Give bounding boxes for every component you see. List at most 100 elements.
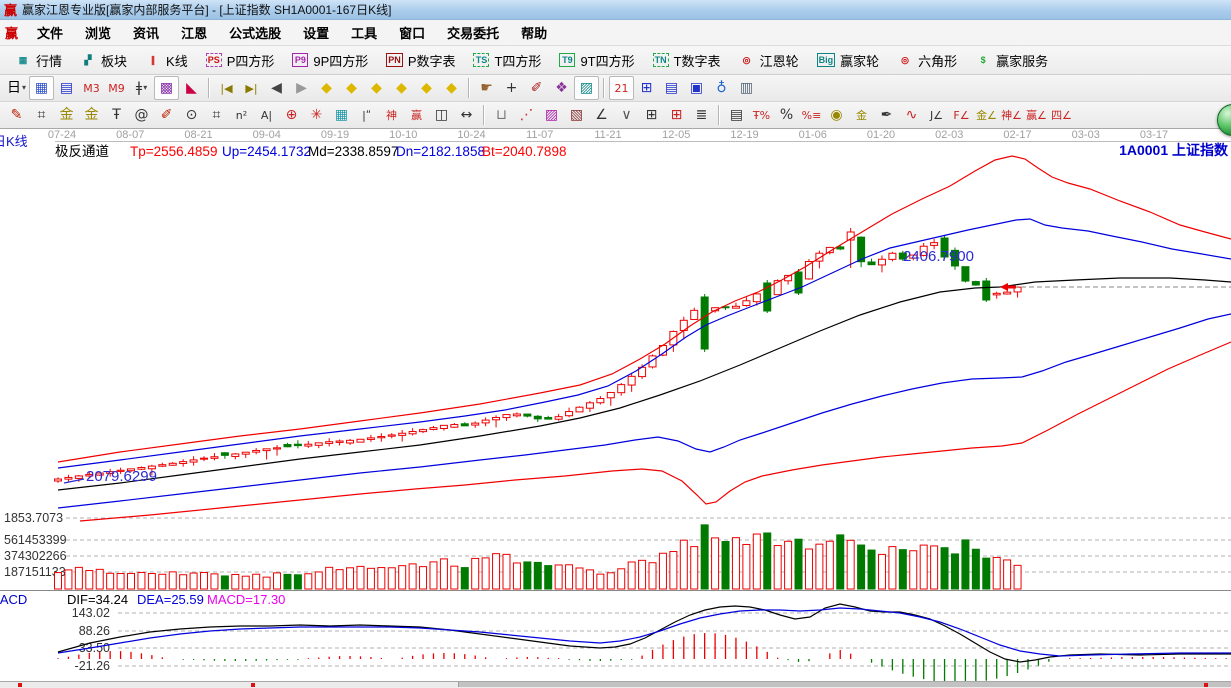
hash2-icon[interactable]: ⌗ — [212, 107, 221, 123]
menu-item-设置[interactable]: 设置 — [303, 26, 330, 41]
expand-diamond-icon[interactable]: ◆ — [371, 80, 382, 96]
menu-item-交易委托[interactable]: 交易委托 — [447, 26, 500, 41]
calculator-icon[interactable]: ⊞ — [640, 80, 653, 96]
quotes-button[interactable]: ▦ 行情 — [6, 49, 71, 72]
hand-tool-icon[interactable]: ☛ — [480, 80, 493, 96]
info-list-icon[interactable]: ▤ — [59, 80, 74, 96]
winner-wheel-button[interactable]: Big 赢家轮 — [808, 49, 889, 72]
prev-bar-icon[interactable]: ◀ — [271, 80, 282, 96]
percent-t-icon[interactable]: Ŧ% — [752, 108, 771, 122]
pen-red-icon[interactable]: ✐ — [160, 107, 173, 123]
zoom-right-diamond-icon[interactable]: ◆ — [346, 80, 357, 96]
menu-item-帮助[interactable]: 帮助 — [521, 26, 548, 41]
shen-tool-icon[interactable]: 神 — [386, 108, 397, 122]
gold-circle-icon[interactable]: ◉ — [830, 107, 843, 123]
9t-square-button[interactable]: T9 9T四方形 — [550, 49, 643, 72]
target-diamond-icon[interactable]: ◆ — [446, 80, 457, 96]
fan-shaded-icon[interactable]: ▨ — [544, 107, 559, 123]
channel-legend-Bt: Bt=2040.7898 — [482, 144, 566, 159]
gold-square-icon[interactable]: 金 — [59, 107, 74, 123]
volume-bar — [304, 573, 313, 590]
hexagon-button[interactable]: ◎ 六角形 — [888, 49, 966, 72]
gann-wheel-button[interactable]: ◎ 江恩轮 — [730, 49, 808, 72]
chart3-icon[interactable]: M3 — [83, 81, 100, 95]
winner-service-button[interactable]: $ 赢家服务 — [966, 49, 1057, 72]
wave-v-icon[interactable]: ∨ — [621, 107, 632, 123]
grid-red-icon[interactable]: ⊞ — [670, 107, 683, 123]
p-square-button[interactable]: PS P四方形 — [197, 49, 284, 72]
sectors-button[interactable]: ▞ 板块 — [71, 49, 136, 72]
scrollbar-thumb[interactable] — [458, 682, 1231, 687]
star-diamond-icon[interactable]: ◆ — [421, 80, 432, 96]
gann-frame-icon[interactable]: ▩ — [154, 76, 179, 100]
network-icon[interactable]: ♁ — [716, 80, 727, 96]
gann-window-icon[interactable]: ▦ — [29, 76, 54, 100]
compass-circle-icon[interactable]: ⊙ — [185, 107, 198, 123]
grid-black-icon[interactable]: ⊞ — [645, 107, 658, 123]
next-bar-icon[interactable]: ▶ — [296, 80, 307, 96]
ying-tool-icon[interactable]: 赢 — [411, 108, 422, 122]
save-icon[interactable]: ▣ — [689, 80, 704, 96]
j-angle-icon[interactable]: J∠ — [929, 108, 944, 122]
printer-icon[interactable]: ▥ — [739, 80, 754, 96]
triple-lines-icon[interactable]: ≣ — [695, 107, 708, 123]
crosshair-tool-icon[interactable]: + — [505, 80, 518, 96]
red-target-icon[interactable]: ⊕ — [285, 107, 298, 123]
shen-angle-icon[interactable]: 神∠ — [1001, 108, 1022, 122]
title-bar[interactable]: 赢 赢家江恩专业版[赢家内部服务平台] - [上证指数 SH1A0001-167… — [0, 0, 1231, 20]
t-square-button[interactable]: TS T四方形 — [464, 49, 550, 72]
zoom-left-diamond-icon[interactable]: ◆ — [321, 80, 332, 96]
ying-angle-icon[interactable]: 赢∠ — [1026, 108, 1047, 122]
calendar-icon[interactable]: 21 — [609, 76, 634, 100]
idea-tool-icon[interactable]: ❖ — [555, 80, 568, 96]
k-marks-icon[interactable]: |ʺ — [362, 108, 371, 122]
f-angle-icon[interactable]: F∠ — [953, 108, 970, 122]
gold-square2-icon[interactable]: 金 — [84, 107, 99, 123]
angle-lines-icon[interactable]: ∠ — [595, 107, 608, 123]
menu-item-文件[interactable]: 文件 — [37, 26, 64, 41]
colored-hist-icon[interactable]: ◣ — [186, 80, 197, 96]
period-day-dropdown[interactable]: 日 ▾ — [6, 80, 26, 96]
fan-box-icon[interactable]: ▧ — [569, 107, 584, 123]
marker-tool-icon[interactable]: ✐ — [530, 80, 543, 96]
cycle-box-icon[interactable]: ◫ — [434, 107, 449, 123]
menu-item-浏览[interactable]: 浏览 — [85, 26, 112, 41]
percent-icon[interactable]: % — [779, 107, 794, 123]
ai-tool-icon[interactable]: ▨ — [574, 76, 599, 100]
horizontal-scrollbar[interactable] — [0, 681, 1231, 688]
notes-icon[interactable]: ▤ — [664, 80, 679, 96]
web-grid-icon[interactable]: ▦ — [334, 107, 349, 123]
red-star-icon[interactable]: ✳ — [310, 107, 323, 123]
menu-item-江恩[interactable]: 江恩 — [181, 26, 208, 41]
first-bar-icon[interactable]: |◀ — [220, 81, 233, 95]
menu-item-工具[interactable]: 工具 — [351, 26, 378, 41]
a-channel-icon[interactable]: A| — [260, 108, 273, 122]
t-table-button[interactable]: TN T数字表 — [644, 49, 730, 72]
data-columns-icon[interactable]: ▤ — [729, 107, 744, 123]
box-handle-icon[interactable]: ⊔ — [496, 107, 507, 123]
ink-pen-icon[interactable]: ✒ — [880, 107, 893, 123]
gold-bars-icon[interactable]: 金 — [856, 108, 867, 122]
percent-lines-icon[interactable]: %≡ — [801, 108, 822, 122]
menu-item-窗口[interactable]: 窗口 — [399, 26, 426, 41]
ruler-grid-icon[interactable]: ⌗ — [37, 107, 46, 123]
p-table-button[interactable]: PN P数字表 — [377, 49, 464, 72]
wave-red-icon[interactable]: ∿ — [905, 107, 918, 123]
menu-item-公式选股[interactable]: 公式选股 — [229, 26, 282, 41]
fan-red-icon[interactable]: ⋰ — [519, 107, 534, 123]
width-arrows-icon[interactable]: ↔ — [460, 107, 473, 123]
pencil-tool-icon[interactable]: ✎ — [10, 107, 23, 123]
gold-angle-icon[interactable]: 金∠ — [976, 108, 997, 122]
candle-style-dropdown[interactable]: ǂ ▾ — [135, 80, 148, 96]
last-bar-icon[interactable]: ▶| — [245, 81, 258, 95]
menu-item-资讯[interactable]: 资讯 — [133, 26, 160, 41]
chart9-icon[interactable]: M9 — [108, 81, 125, 95]
f-square-icon[interactable]: Ŧ — [112, 107, 121, 123]
9p-square-button[interactable]: P9 9P四方形 — [283, 49, 377, 72]
kline-button[interactable]: ∥ K线 — [136, 49, 197, 72]
n-square-icon[interactable]: n² — [235, 108, 248, 122]
si-angle-icon[interactable]: 四∠ — [1051, 108, 1072, 122]
spiral-tool-icon[interactable]: @ — [134, 107, 149, 123]
compress-diamond-icon[interactable]: ◆ — [396, 80, 407, 96]
